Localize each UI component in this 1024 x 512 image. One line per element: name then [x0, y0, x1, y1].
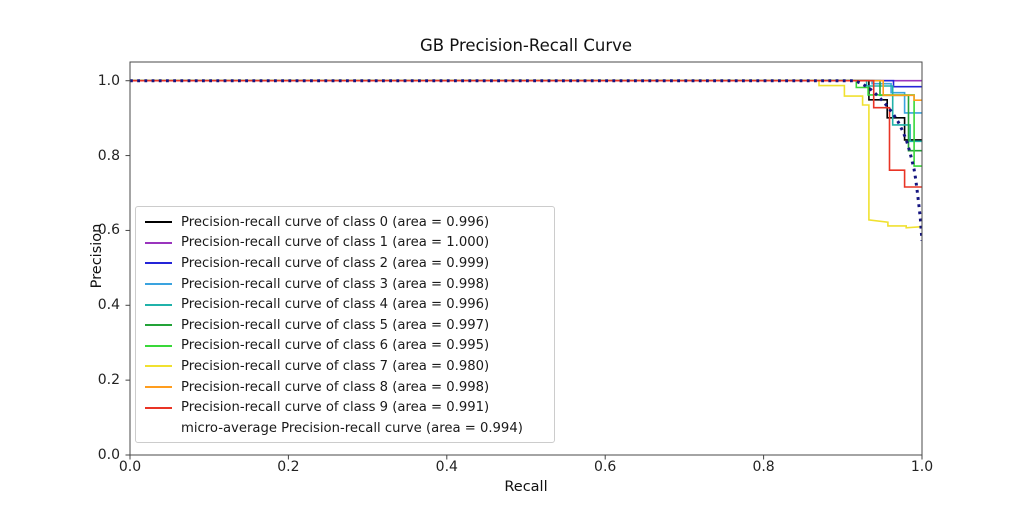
legend-swatch-micro-average	[145, 427, 172, 430]
legend-row-class-0: Precision-recall curve of class 0 (area …	[136, 212, 554, 233]
legend-label: Precision-recall curve of class 7 (area …	[181, 358, 490, 374]
y-tick-label: 0.4	[97, 297, 120, 314]
legend-row-class-8: Precision-recall curve of class 8 (area …	[136, 377, 554, 398]
legend-swatch-class-6	[145, 344, 172, 347]
legend-label: Precision-recall curve of class 1 (area …	[181, 235, 490, 251]
legend-row-class-4: Precision-recall curve of class 4 (area …	[136, 294, 554, 315]
legend-swatch-class-3	[145, 283, 172, 286]
legend-label: Precision-recall curve of class 4 (area …	[181, 297, 490, 313]
curve-class-9	[130, 79, 922, 188]
x-tick-label: 0.8	[752, 459, 775, 475]
axes-frame	[129, 61, 923, 456]
x-tick-label: 0.6	[594, 459, 617, 475]
chart-title: GB Precision-Recall Curve	[419, 36, 633, 55]
curve-class-0	[130, 79, 922, 141]
legend-label: Precision-recall curve of class 9 (area …	[181, 400, 490, 416]
legend-swatch-class-2	[145, 262, 172, 265]
legend-swatch-class-8	[145, 386, 172, 389]
curve-class-5	[130, 79, 922, 152]
curve-micro-average	[130, 79, 922, 242]
legend-swatch-class-4	[145, 303, 172, 306]
legend-row-class-7: Precision-recall curve of class 7 (area …	[136, 356, 554, 377]
legend-label: Precision-recall curve of class 3 (area …	[181, 276, 490, 292]
curve-class-3	[130, 79, 922, 114]
x-tick-label: 1.0	[910, 459, 934, 475]
curve-class-7	[130, 79, 922, 229]
legend-row-class-9: Precision-recall curve of class 9 (area …	[136, 397, 554, 418]
curve-class-8	[130, 79, 922, 101]
legend-label: Precision-recall curve of class 5 (area …	[181, 317, 490, 333]
legend-swatch-class-1	[145, 241, 172, 244]
legend: Precision-recall curve of class 0 (area …	[135, 206, 555, 443]
y-tick-label: 0.8	[97, 147, 120, 164]
x-axis-label: Recall	[504, 479, 548, 495]
legend-swatch-class-7	[145, 365, 172, 368]
curve-class-6	[130, 79, 922, 167]
legend-label: Precision-recall curve of class 8 (area …	[181, 379, 490, 395]
y-tick-label: 0.6	[97, 222, 120, 239]
x-tick-label: 0.0	[118, 459, 142, 475]
legend-row-class-5: Precision-recall curve of class 5 (area …	[136, 315, 554, 336]
legend-label: Precision-recall curve of class 2 (area …	[181, 255, 490, 271]
legend-swatch-class-0	[145, 221, 172, 224]
legend-swatch-class-5	[145, 324, 172, 327]
curve-class-4	[130, 79, 922, 143]
y-tick-label: 0.2	[97, 372, 120, 389]
y-tick-label: 0.0	[97, 447, 120, 463]
x-tick-label: 0.2	[277, 459, 300, 475]
legend-label: Precision-recall curve of class 0 (area …	[181, 214, 490, 230]
legend-row-class-1: Precision-recall curve of class 1 (area …	[136, 233, 554, 254]
y-tick-label: 1.0	[97, 72, 120, 89]
legend-row-micro-average: micro-average Precision-recall curve (ar…	[136, 418, 554, 439]
legend-row-class-6: Precision-recall curve of class 6 (area …	[136, 336, 554, 357]
x-tick-label: 0.4	[435, 459, 458, 475]
legend-row-class-3: Precision-recall curve of class 3 (area …	[136, 274, 554, 295]
legend-label: Precision-recall curve of class 6 (area …	[181, 338, 490, 354]
legend-row-class-2: Precision-recall curve of class 2 (area …	[136, 253, 554, 274]
legend-swatch-class-9	[145, 406, 172, 409]
legend-label: micro-average Precision-recall curve (ar…	[181, 420, 523, 436]
